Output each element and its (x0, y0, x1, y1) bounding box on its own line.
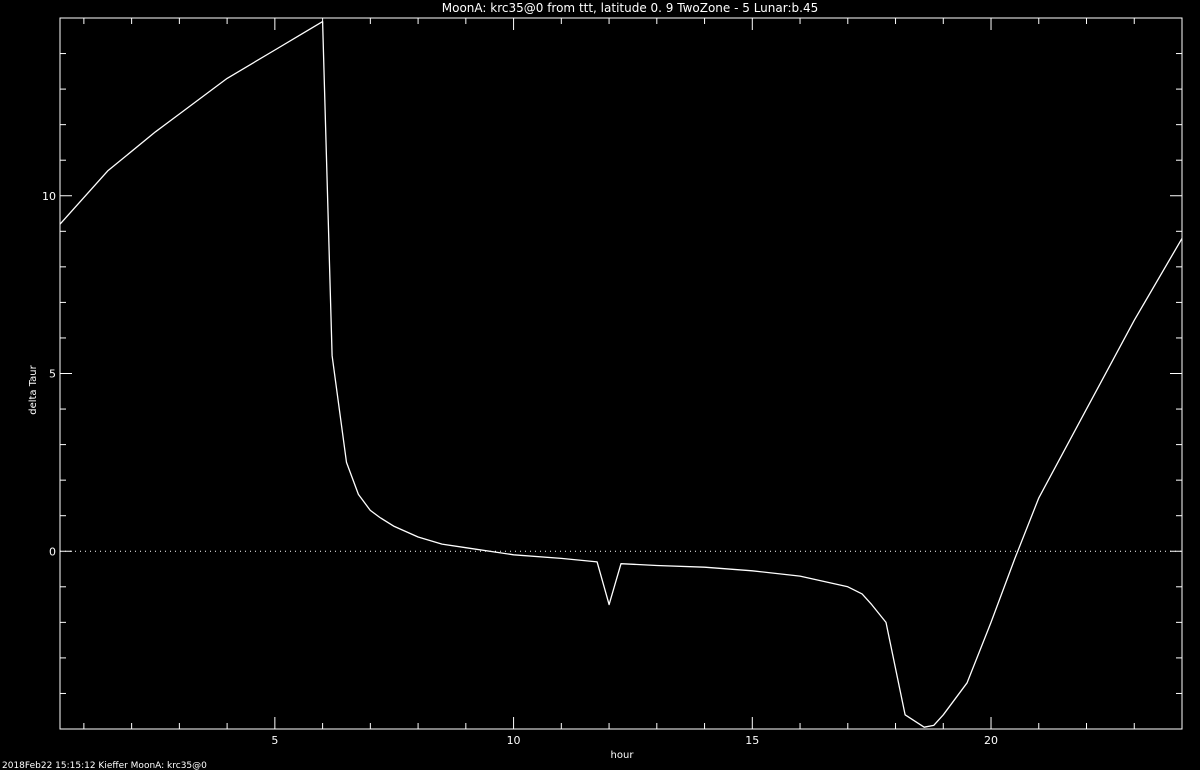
x-tick-label: 5 (271, 734, 278, 747)
y-tick-label: 0 (49, 545, 56, 558)
x-tick-label: 15 (745, 734, 759, 747)
footer-timestamp: 2018Feb22 15:15:12 Kieffer MoonA: krc35@… (2, 761, 207, 770)
y-tick-label: 5 (49, 368, 56, 381)
axis-ticks (60, 17, 1183, 730)
x-axis-label: hour (611, 750, 635, 761)
plot-frame (59, 17, 1183, 730)
data-series (59, 20, 1183, 728)
y-axis-label: delta Taur (28, 364, 39, 414)
y-tick-label: 10 (42, 190, 56, 203)
tick-labels: 5 10 15 20 0 5 10 (42, 190, 998, 747)
series-line (59, 20, 1183, 728)
plot-border (59, 17, 1183, 730)
x-tick-label: 20 (984, 734, 998, 747)
chart-title: MoonA: krc35@0 from ttt, latitude 0. 9 T… (442, 1, 818, 15)
x-tick-label: 10 (507, 734, 521, 747)
